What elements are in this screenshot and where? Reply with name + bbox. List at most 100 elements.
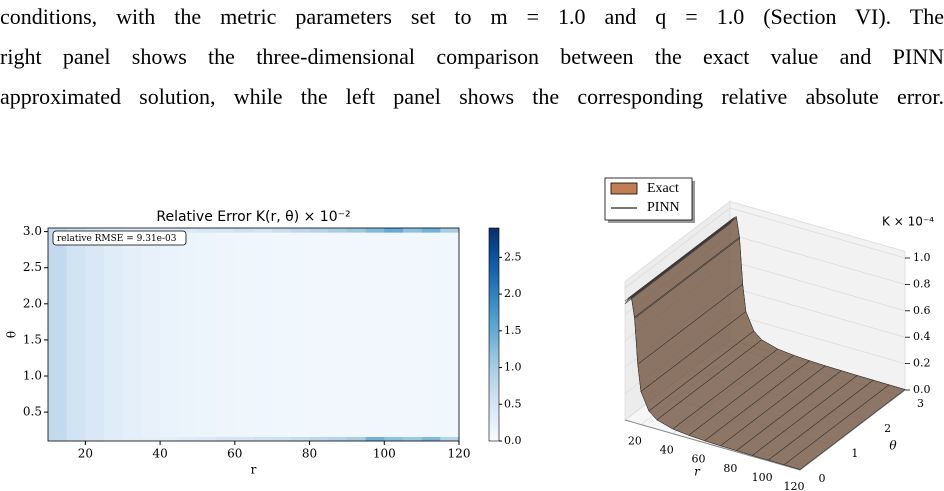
heat-cell bbox=[346, 232, 366, 437]
heat-cell bbox=[384, 228, 404, 233]
heat-cell bbox=[141, 232, 161, 437]
y-tick-label: 2 bbox=[884, 422, 891, 435]
heat-cell bbox=[421, 228, 441, 233]
heat-cell bbox=[346, 436, 366, 442]
x-axis-line bbox=[624, 419, 801, 471]
y-tick-label: 3 bbox=[917, 397, 924, 410]
exact-surface-patch bbox=[624, 217, 734, 302]
heat-cell bbox=[178, 232, 198, 437]
heat-cell bbox=[122, 232, 142, 437]
heat-cell bbox=[440, 228, 460, 233]
z-tick-label: 0.8 bbox=[913, 277, 931, 290]
heat-cell bbox=[346, 228, 366, 233]
colorbar-tick-label: 2.0 bbox=[504, 287, 522, 300]
heat-cell bbox=[365, 232, 385, 437]
heat-cell bbox=[48, 232, 67, 437]
heat-cell bbox=[272, 228, 292, 233]
heat-cell bbox=[85, 228, 105, 233]
heat-cell bbox=[290, 436, 310, 442]
x-tick-label: 100 bbox=[373, 447, 396, 461]
x-tick-label: 60 bbox=[227, 447, 242, 461]
colorbar-tick-label: 1.0 bbox=[504, 361, 522, 374]
annotation: relative RMSE = 9.31e-03 bbox=[57, 234, 177, 244]
heat-cell bbox=[160, 436, 180, 442]
text-line: right panel shows the three-dimensional … bbox=[0, 44, 944, 69]
heat-cell bbox=[272, 232, 292, 437]
z-tick-label: 0.6 bbox=[913, 304, 931, 317]
x-axis-label: r bbox=[694, 465, 701, 479]
heat-cell bbox=[234, 232, 254, 437]
heat-cell bbox=[197, 228, 217, 233]
heat-cell bbox=[253, 232, 273, 437]
heat-cell bbox=[365, 228, 385, 233]
x-tick-label: 40 bbox=[152, 447, 167, 461]
heat-cell bbox=[309, 232, 329, 437]
heat-cell bbox=[197, 436, 217, 442]
heat-cell bbox=[216, 232, 236, 437]
y-tick-label: 0.5 bbox=[23, 405, 42, 419]
y-tick-label: 1.5 bbox=[23, 332, 42, 346]
y-axis-label: θ bbox=[889, 439, 897, 453]
heat-cell bbox=[178, 228, 198, 233]
heat-cell bbox=[160, 232, 180, 437]
y-axis-line bbox=[799, 389, 906, 471]
heat-cell bbox=[328, 436, 348, 442]
heat-cell bbox=[48, 228, 67, 233]
heat-cell bbox=[66, 436, 86, 442]
heat-cell bbox=[272, 436, 292, 442]
heat-cell bbox=[290, 232, 310, 437]
legend-swatch bbox=[610, 182, 638, 195]
y-tick-label: 3.0 bbox=[23, 224, 42, 238]
colorbar-tick-label: 2.5 bbox=[504, 250, 522, 263]
heat-cell bbox=[253, 436, 273, 442]
y-tick-label: 1 bbox=[851, 447, 858, 460]
legend-label: PINN bbox=[647, 200, 680, 215]
heat-cell bbox=[328, 228, 348, 233]
heat-cell bbox=[402, 232, 422, 437]
z-axis-label: K × 10⁻⁴ bbox=[882, 215, 934, 229]
text-line: approximated solution, while the left pa… bbox=[0, 84, 944, 109]
y-tick-label: 2.5 bbox=[23, 260, 42, 274]
plot-frame bbox=[47, 227, 460, 442]
heat-cell bbox=[85, 436, 105, 442]
heat-cell bbox=[309, 228, 329, 233]
colorbar-tick-label: 1.5 bbox=[504, 324, 522, 337]
heat-cell bbox=[122, 228, 142, 233]
colorbar bbox=[488, 227, 500, 442]
heat-cell bbox=[104, 228, 124, 233]
heat-cell bbox=[141, 436, 161, 442]
x-tick-label: 80 bbox=[302, 447, 317, 461]
heat-cell bbox=[402, 436, 422, 442]
legend-label: Exact bbox=[647, 181, 679, 196]
heat-cell bbox=[66, 232, 86, 437]
heat-cell bbox=[122, 436, 142, 442]
heat-cell bbox=[253, 228, 273, 233]
annotation-box bbox=[52, 230, 187, 246]
chart-title: Relative Error K(r, θ) × 10⁻² bbox=[156, 209, 350, 225]
heat-cell bbox=[421, 436, 441, 442]
heat-cell bbox=[402, 228, 422, 233]
colorbar-tick-label: 0.5 bbox=[504, 397, 522, 410]
heat-cell bbox=[290, 228, 310, 233]
heat-cell bbox=[160, 228, 180, 233]
x-tick-label: 40 bbox=[660, 444, 674, 457]
heat-cell bbox=[104, 436, 124, 442]
text-line: conditions, with the metric parameters s… bbox=[0, 4, 944, 29]
pinn-surface-patch bbox=[624, 219, 734, 305]
y-axis-label: θ bbox=[5, 331, 19, 338]
heat-cell bbox=[421, 232, 441, 437]
z-tick-label: 0.4 bbox=[913, 330, 931, 343]
x-tick-label: 20 bbox=[78, 447, 93, 461]
x-tick-label: 100 bbox=[752, 471, 773, 484]
y-tick-label: 1.0 bbox=[23, 369, 42, 383]
heat-cell bbox=[66, 228, 86, 233]
heat-cell bbox=[365, 436, 385, 442]
heat-cell bbox=[216, 228, 236, 233]
x-axis-label: r bbox=[251, 463, 257, 477]
x-tick-label: 120 bbox=[448, 447, 471, 461]
heat-cell bbox=[328, 232, 348, 437]
z-tick-label: 0.0 bbox=[913, 383, 931, 396]
x-tick-label: 120 bbox=[784, 480, 805, 491]
